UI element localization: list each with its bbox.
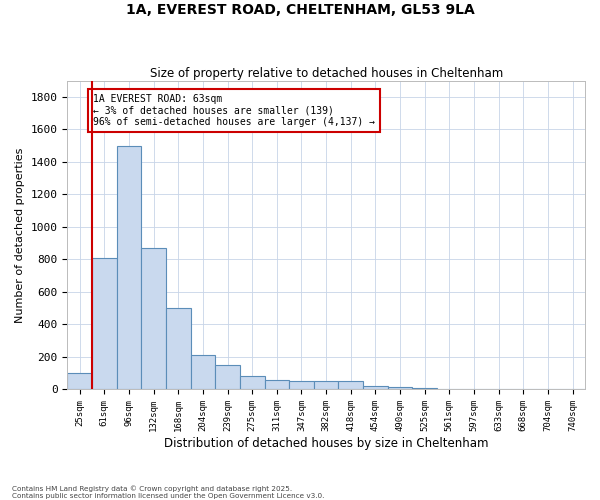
Bar — [116, 146, 141, 390]
X-axis label: Distribution of detached houses by size in Cheltenham: Distribution of detached houses by size … — [164, 437, 488, 450]
Bar — [437, 388, 462, 390]
Text: 1A, EVEREST ROAD, CHELTENHAM, GL53 9LA: 1A, EVEREST ROAD, CHELTENHAM, GL53 9LA — [125, 2, 475, 16]
Bar — [289, 382, 314, 390]
Bar — [92, 258, 116, 390]
Title: Size of property relative to detached houses in Cheltenham: Size of property relative to detached ho… — [149, 66, 503, 80]
Bar — [215, 365, 240, 390]
Bar — [388, 387, 412, 390]
Bar — [338, 382, 363, 390]
Bar — [166, 308, 191, 390]
Y-axis label: Number of detached properties: Number of detached properties — [15, 148, 25, 323]
Text: Contains HM Land Registry data © Crown copyright and database right 2025.
Contai: Contains HM Land Registry data © Crown c… — [12, 486, 325, 499]
Bar — [141, 248, 166, 390]
Bar — [363, 386, 388, 390]
Bar — [265, 380, 289, 390]
Bar — [67, 373, 92, 390]
Bar — [412, 388, 437, 390]
Bar — [191, 356, 215, 390]
Text: 1A EVEREST ROAD: 63sqm
← 3% of detached houses are smaller (139)
96% of semi-det: 1A EVEREST ROAD: 63sqm ← 3% of detached … — [93, 94, 375, 127]
Bar — [240, 376, 265, 390]
Bar — [314, 382, 338, 390]
